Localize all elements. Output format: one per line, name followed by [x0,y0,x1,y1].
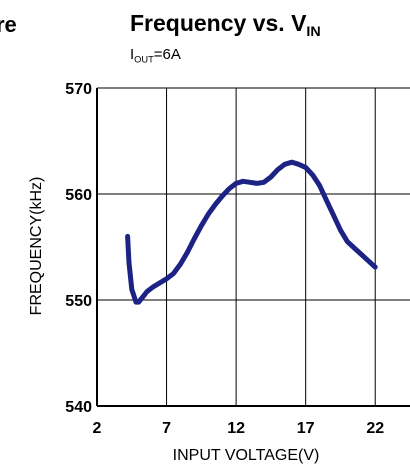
chart-subtitle-main: I [130,46,135,63]
series-line-0 [125,159,378,305]
chart-title-subscript: IN [306,23,321,40]
chart-subtitle-subscript: OUT [134,54,154,65]
chart-title-main: Frequency vs. V [130,10,307,36]
y-tick-label-540: 540 [65,399,92,416]
chart-subtitle-rest: =6A [153,46,181,63]
x-tick-label-17: 17 [297,420,315,437]
x-tick-label-2: 2 [93,420,102,437]
clipped-heading-fragment: re [0,12,17,37]
chart-tick-labels: 540 550 560 570 2 7 12 17 22 [65,81,384,437]
y-tick-label-550: 550 [65,293,92,310]
y-tick-label-560: 560 [65,187,92,204]
chart-title: Frequency vs. VIN [130,10,321,40]
x-tick-label-12: 12 [227,420,245,437]
x-tick-label-7: 7 [162,420,171,437]
y-tick-label-570: 570 [65,81,92,98]
y-axis-label: FREQUENCY(kHz) [28,177,45,316]
chart-axes [96,88,410,407]
x-tick-label-22: 22 [366,420,384,437]
chart-series [125,159,378,305]
chart-grid [97,87,410,406]
chart-subtitle: IOUT=6A [130,46,181,64]
x-axis-label: INPUT VOLTAGE(V) [173,447,320,464]
